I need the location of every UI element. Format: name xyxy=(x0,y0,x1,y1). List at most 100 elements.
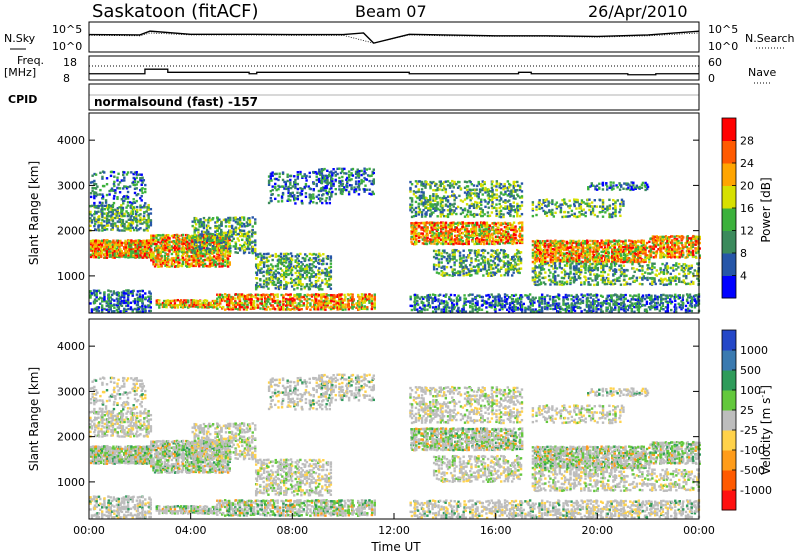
echo-cell xyxy=(107,293,111,296)
echo-cell xyxy=(498,294,501,297)
echo-cell xyxy=(451,190,454,193)
echo-cell xyxy=(312,260,315,264)
echo-cell xyxy=(517,194,520,198)
echo-cell xyxy=(144,190,147,194)
echo-cell xyxy=(93,216,96,219)
echo-cell xyxy=(234,218,237,221)
echo-cell xyxy=(265,264,269,268)
echo-cell xyxy=(182,242,186,245)
echo-cell xyxy=(122,187,125,190)
echo-cell xyxy=(338,304,341,307)
echo-cell xyxy=(494,298,497,301)
echo-cell xyxy=(100,245,104,248)
echo-cell xyxy=(205,226,209,229)
echo-cell xyxy=(118,191,122,194)
echo-cell xyxy=(484,205,487,209)
echo-cell xyxy=(205,244,209,247)
echo-cell xyxy=(491,197,494,200)
echo-cell xyxy=(107,308,111,312)
echo-cell xyxy=(283,187,286,190)
echo-cell xyxy=(457,294,460,297)
echo-cell xyxy=(414,180,418,183)
echo-cell xyxy=(274,283,277,287)
echo-cell xyxy=(144,292,147,295)
echo-cell xyxy=(328,273,331,277)
echo-cell xyxy=(219,298,222,301)
echo-cell xyxy=(480,231,484,235)
echo-cell xyxy=(456,237,460,241)
echo-cell xyxy=(538,298,541,301)
echo-cell xyxy=(531,299,535,302)
echo-cell xyxy=(193,233,197,237)
echo-cell xyxy=(195,260,198,264)
echo-cell xyxy=(254,232,257,235)
echo-cell xyxy=(103,298,106,301)
echo-cell xyxy=(270,263,273,266)
echo-cell xyxy=(202,224,206,227)
echo-cell xyxy=(170,240,174,244)
echo-cell xyxy=(138,310,142,313)
echo-cell xyxy=(444,231,448,235)
echo-cell xyxy=(431,310,435,313)
echo-cell xyxy=(265,305,268,308)
echo-cell xyxy=(202,241,206,245)
echo-cell xyxy=(289,174,293,178)
echo-cell xyxy=(450,230,453,233)
echo-cell xyxy=(167,254,170,258)
echo-cell xyxy=(209,264,212,267)
echo-cell xyxy=(145,243,149,246)
echo-cell xyxy=(164,242,167,245)
echo-cell xyxy=(441,206,444,210)
echo-cell xyxy=(282,308,285,311)
echo-cell xyxy=(254,253,258,256)
echo-cell xyxy=(125,301,128,304)
echo-cell xyxy=(226,300,229,303)
echo-cell xyxy=(214,257,217,260)
echo-cell xyxy=(101,219,104,222)
echo-cell xyxy=(529,303,533,306)
echo-cell xyxy=(498,242,501,246)
echo-cell xyxy=(125,173,129,176)
echo-cell xyxy=(127,214,131,217)
echo-cell xyxy=(310,299,314,302)
echo-cell xyxy=(112,290,116,293)
echo-cell xyxy=(115,214,118,217)
echo-cell xyxy=(341,175,344,179)
echo-cell xyxy=(176,298,180,302)
echo-cell xyxy=(237,222,241,226)
echo-cell xyxy=(364,188,367,192)
echo-cell xyxy=(498,182,501,185)
echo-cell xyxy=(181,303,185,306)
echo-cell xyxy=(534,296,537,300)
echo-cell xyxy=(228,237,231,240)
echo-cell xyxy=(110,170,114,174)
echo-cell xyxy=(268,255,271,258)
echo-cell xyxy=(426,299,429,302)
echo-cell xyxy=(238,247,242,250)
echo-cell xyxy=(491,201,494,204)
echo-cell xyxy=(220,246,223,250)
echo-cell xyxy=(428,221,432,224)
echo-cell xyxy=(413,303,417,306)
echo-cell xyxy=(458,298,462,302)
echo-cell xyxy=(486,202,490,205)
echo-cell xyxy=(308,279,312,282)
echo-cell xyxy=(245,242,249,246)
echo-cell xyxy=(267,179,271,182)
echo-cell xyxy=(119,251,122,254)
echo-cell xyxy=(209,226,212,230)
echo-cell xyxy=(450,225,453,229)
echo-cell xyxy=(498,231,501,235)
echo-cell xyxy=(518,226,522,229)
echo-cell xyxy=(143,250,147,253)
echo-cell xyxy=(476,303,479,307)
echo-cell xyxy=(441,182,444,185)
echo-cell xyxy=(436,228,439,231)
echo-cell xyxy=(143,245,147,249)
echo-cell xyxy=(300,296,303,299)
echo-cell xyxy=(447,234,450,237)
echo-cell xyxy=(95,299,98,302)
echo-cell xyxy=(326,304,329,307)
echo-cell xyxy=(455,212,458,216)
echo-cell xyxy=(504,199,507,202)
